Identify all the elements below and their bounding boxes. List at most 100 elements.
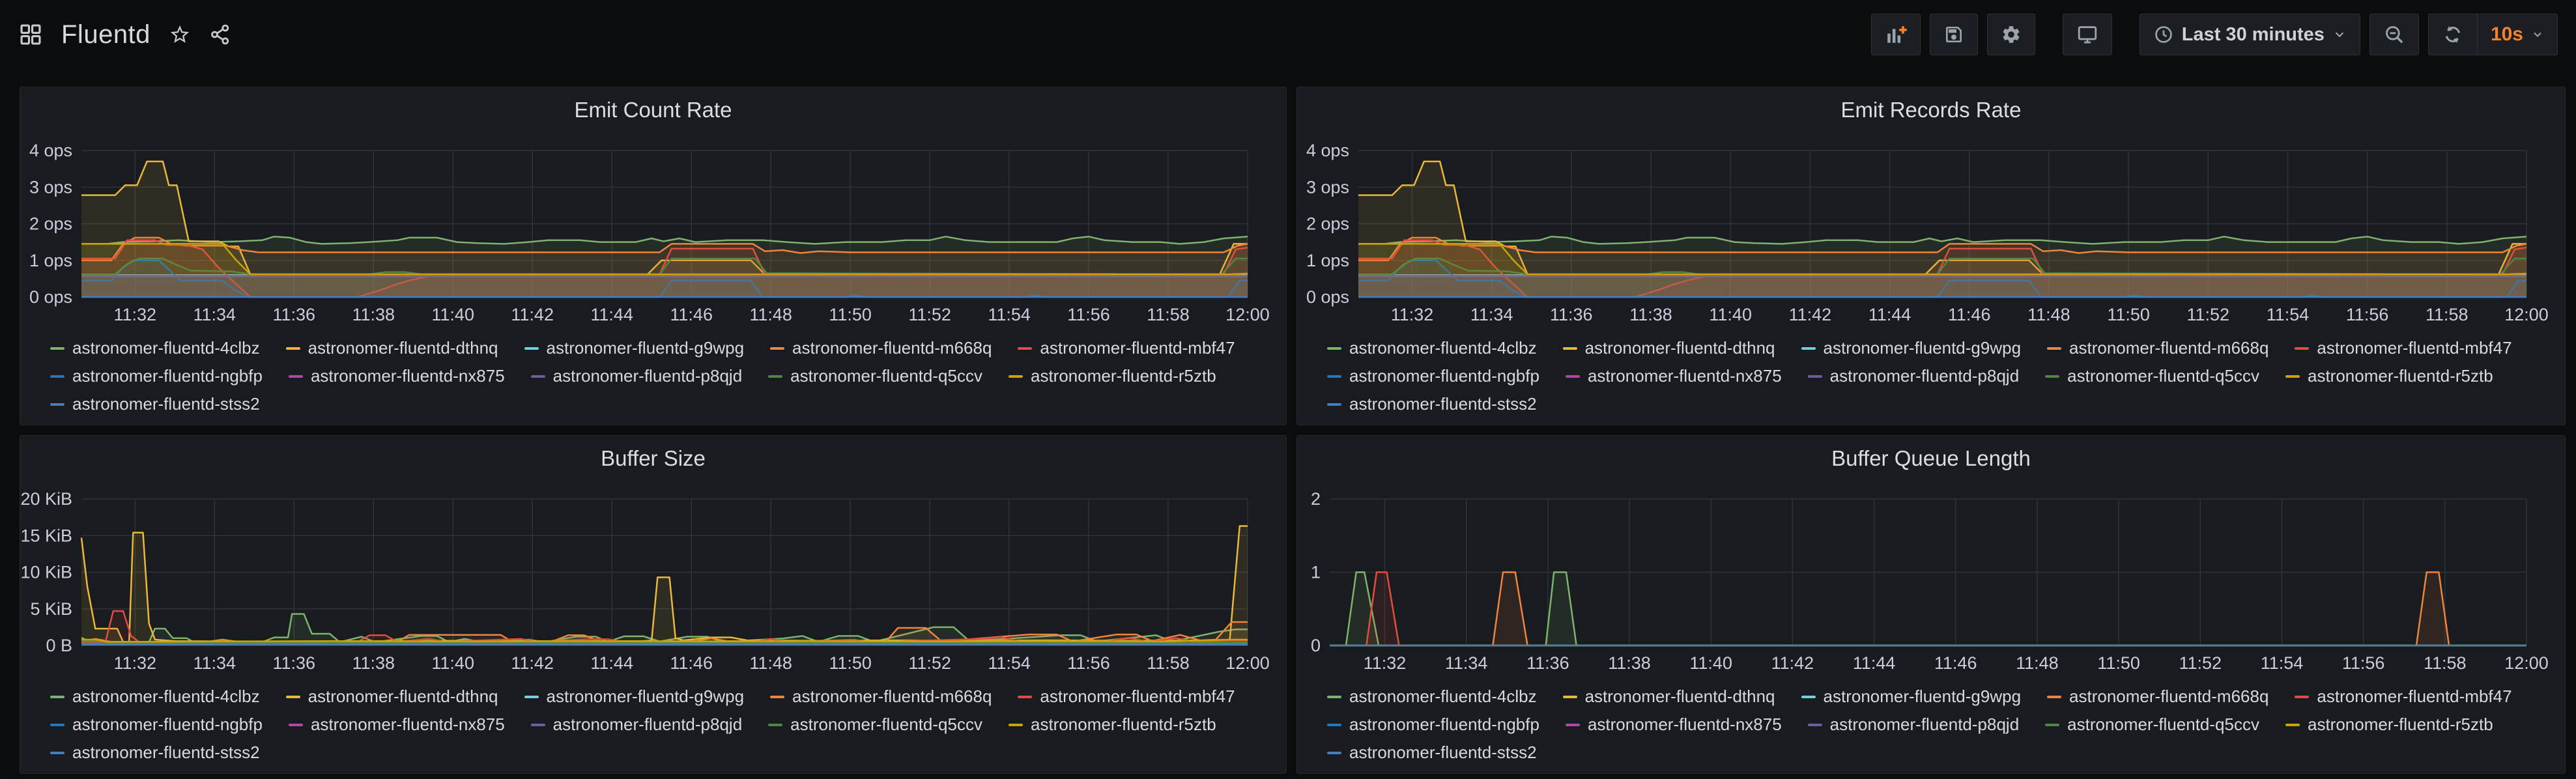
legend-item-astronomer-fluentd-p8qjd[interactable]: astronomer-fluentd-p8qjd [1807, 366, 2019, 386]
legend-item-astronomer-fluentd-m668q[interactable]: astronomer-fluentd-m668q [770, 687, 992, 707]
legend-item-astronomer-fluentd-q5ccv[interactable]: astronomer-fluentd-q5ccv [768, 715, 982, 735]
legend-item-astronomer-fluentd-mbf47[interactable]: astronomer-fluentd-mbf47 [2295, 338, 2512, 358]
x-tick-label: 11:48 [2027, 305, 2070, 324]
legend-item-astronomer-fluentd-p8qjd[interactable]: astronomer-fluentd-p8qjd [530, 715, 742, 735]
series-fill-astronomer-fluentd-dthnq [81, 526, 1248, 645]
series-line-astronomer-fluentd-ngbfp [1358, 259, 2526, 298]
refresh-interval-dropdown[interactable]: 10s [2476, 14, 2558, 55]
x-tick-label: 11:52 [2187, 305, 2230, 324]
legend-label: astronomer-fluentd-nx875 [1587, 366, 1782, 386]
legend-item-astronomer-fluentd-dthnq[interactable]: astronomer-fluentd-dthnq [285, 687, 498, 707]
legend-item-astronomer-fluentd-mbf47[interactable]: astronomer-fluentd-mbf47 [1018, 338, 1235, 358]
legend-item-astronomer-fluentd-dthnq[interactable]: astronomer-fluentd-dthnq [285, 338, 498, 358]
legend-swatch [2045, 375, 2060, 378]
time-range-picker[interactable]: Last 30 minutes [2139, 14, 2360, 55]
panel-title[interactable]: Emit Count Rate [574, 98, 732, 122]
save-dashboard-button[interactable] [1929, 14, 1978, 55]
legend-item-astronomer-fluentd-g9wpg[interactable]: astronomer-fluentd-g9wpg [1801, 338, 2021, 358]
legend-item-astronomer-fluentd-r5ztb[interactable]: astronomer-fluentd-r5ztb [1008, 366, 1216, 386]
y-tick-label: 20 KiB [20, 489, 72, 509]
legend-swatch [2295, 347, 2310, 350]
panel-title[interactable]: Emit Records Rate [1840, 98, 2022, 122]
legend-item-astronomer-fluentd-p8qjd[interactable]: astronomer-fluentd-p8qjd [530, 366, 743, 386]
legend-item-astronomer-fluentd-r5ztb[interactable]: astronomer-fluentd-r5ztb [2285, 366, 2493, 386]
chart-emit-records-rate[interactable]: 0 ops 1 ops 2 ops 3 ops 4 ops 11:32 11:34 11:36… [1297, 87, 2564, 327]
x-tick-label: 11:50 [829, 653, 872, 673]
legend-item-astronomer-fluentd-4clbz[interactable]: astronomer-fluentd-4clbz [50, 338, 260, 358]
chart-emit-count-rate[interactable]: 0 ops 1 ops 2 ops 3 ops 4 ops 11:32 11:34 11:36… [20, 87, 1285, 327]
x-tick-label: 11:52 [2179, 653, 2222, 673]
chart-buffer-size[interactable]: 0 B 5 KiB 10 KiB 15 KiB 20 KiB 11:32 11:34 11:3… [20, 436, 1285, 675]
legend-swatch [524, 347, 539, 350]
x-tick-label: 11:48 [749, 305, 792, 324]
y-tick-label: 0 [1311, 636, 1321, 655]
legend-item-astronomer-fluentd-stss2[interactable]: astronomer-fluentd-stss2 [50, 743, 260, 763]
add-panel-button[interactable] [1870, 14, 1921, 55]
cycle-view-button[interactable] [2062, 14, 2112, 55]
legend-item-astronomer-fluentd-p8qjd[interactable]: astronomer-fluentd-p8qjd [1807, 715, 2019, 735]
legend-item-astronomer-fluentd-4clbz[interactable]: astronomer-fluentd-4clbz [1327, 338, 1537, 358]
legend-row: astronomer-fluentd-ngbfp astronomer-fluen… [50, 711, 1274, 739]
share-icon[interactable] [209, 23, 231, 46]
legend-item-astronomer-fluentd-ngbfp[interactable]: astronomer-fluentd-ngbfp [1327, 366, 1539, 386]
legend-item-astronomer-fluentd-m668q[interactable]: astronomer-fluentd-m668q [2047, 338, 2268, 358]
x-tick-label: 11:52 [908, 653, 951, 673]
panel-title[interactable]: Buffer Size [601, 446, 706, 470]
dashboard-grid-icon[interactable] [18, 22, 43, 47]
legend-item-astronomer-fluentd-g9wpg[interactable]: astronomer-fluentd-g9wpg [524, 338, 744, 358]
y-tick-label: 1 [1311, 563, 1321, 582]
header-toolbar: Last 30 minutes 10s [1870, 14, 2558, 55]
panel-title[interactable]: Buffer Queue Length [1831, 446, 2031, 470]
legend-item-astronomer-fluentd-mbf47[interactable]: astronomer-fluentd-mbf47 [1018, 687, 1235, 707]
x-tick-label: 11:44 [590, 305, 633, 324]
y-tick-label: 3 ops [29, 177, 72, 197]
legend-swatch [770, 347, 785, 350]
legend-item-astronomer-fluentd-q5ccv[interactable]: astronomer-fluentd-q5ccv [2045, 366, 2259, 386]
x-tick-label: 11:34 [1445, 653, 1488, 673]
series-fill-astronomer-fluentd-p8qjd [81, 276, 1248, 297]
zoom-out-button[interactable] [2369, 14, 2419, 55]
legend-item-astronomer-fluentd-ngbfp[interactable]: astronomer-fluentd-ngbfp [1327, 715, 1539, 735]
legend-label: astronomer-fluentd-mbf47 [2317, 338, 2512, 358]
legend-label: astronomer-fluentd-p8qjd [552, 366, 743, 386]
legend-swatch [1327, 695, 1341, 698]
series-line-astronomer-fluentd-q5ccv [81, 257, 1248, 276]
legend-item-astronomer-fluentd-nx875[interactable]: astronomer-fluentd-nx875 [1565, 366, 1782, 386]
legend-label: astronomer-fluentd-4clbz [72, 338, 260, 358]
chart-buffer-queue-length[interactable]: 0 1 2 11:32 11:34 11:36 11:38 11:40 11:42 11:44 11… [1297, 436, 2564, 675]
legend-label: astronomer-fluentd-m668q [792, 338, 992, 358]
legend-item-astronomer-fluentd-4clbz[interactable]: astronomer-fluentd-4clbz [50, 687, 260, 707]
legend-item-astronomer-fluentd-r5ztb[interactable]: astronomer-fluentd-r5ztb [2285, 715, 2493, 735]
legend-item-astronomer-fluentd-stss2[interactable]: astronomer-fluentd-stss2 [1327, 743, 1537, 763]
legend-item-astronomer-fluentd-q5ccv[interactable]: astronomer-fluentd-q5ccv [2045, 715, 2259, 735]
star-icon[interactable] [169, 23, 191, 46]
legend-item-astronomer-fluentd-nx875[interactable]: astronomer-fluentd-nx875 [288, 366, 505, 386]
legend-item-astronomer-fluentd-ngbfp[interactable]: astronomer-fluentd-ngbfp [50, 366, 263, 386]
legend-item-astronomer-fluentd-mbf47[interactable]: astronomer-fluentd-mbf47 [2295, 687, 2512, 707]
refresh-button[interactable] [2427, 14, 2478, 55]
legend-item-astronomer-fluentd-ngbfp[interactable]: astronomer-fluentd-ngbfp [50, 715, 263, 735]
legend-item-astronomer-fluentd-dthnq[interactable]: astronomer-fluentd-dthnq [1562, 687, 1775, 707]
legend-item-astronomer-fluentd-4clbz[interactable]: astronomer-fluentd-4clbz [1327, 687, 1537, 707]
dashboard-settings-button[interactable] [1986, 14, 2035, 55]
legend-label: astronomer-fluentd-mbf47 [1040, 338, 1235, 358]
legend-label: astronomer-fluentd-ngbfp [1349, 715, 1539, 734]
legend-item-astronomer-fluentd-stss2[interactable]: astronomer-fluentd-stss2 [1327, 394, 1537, 414]
legend-item-astronomer-fluentd-g9wpg[interactable]: astronomer-fluentd-g9wpg [1801, 687, 2021, 707]
legend-item-astronomer-fluentd-q5ccv[interactable]: astronomer-fluentd-q5ccv [768, 366, 982, 386]
legend-swatch [1807, 375, 1822, 378]
legend-item-astronomer-fluentd-stss2[interactable]: astronomer-fluentd-stss2 [50, 394, 260, 414]
x-tick-label: 11:58 [1147, 305, 1190, 324]
panel-buffer-queue-length: Buffer Queue Length 0 1 2 11:32 11:34 11:36 11… [1296, 435, 2566, 774]
x-tick-label: 11:58 [2424, 653, 2467, 673]
monitor-icon [2078, 26, 2097, 44]
legend-item-astronomer-fluentd-m668q[interactable]: astronomer-fluentd-m668q [770, 338, 992, 358]
legend-item-astronomer-fluentd-dthnq[interactable]: astronomer-fluentd-dthnq [1562, 338, 1775, 358]
legend-item-astronomer-fluentd-r5ztb[interactable]: astronomer-fluentd-r5ztb [1008, 715, 1216, 735]
legend-item-astronomer-fluentd-nx875[interactable]: astronomer-fluentd-nx875 [288, 715, 505, 735]
legend-item-astronomer-fluentd-nx875[interactable]: astronomer-fluentd-nx875 [1565, 715, 1782, 735]
legend-swatch [2047, 695, 2062, 698]
legend-item-astronomer-fluentd-m668q[interactable]: astronomer-fluentd-m668q [2047, 687, 2268, 707]
legend-item-astronomer-fluentd-g9wpg[interactable]: astronomer-fluentd-g9wpg [524, 687, 744, 707]
series-line-astronomer-fluentd-ngbfp [81, 259, 1248, 298]
